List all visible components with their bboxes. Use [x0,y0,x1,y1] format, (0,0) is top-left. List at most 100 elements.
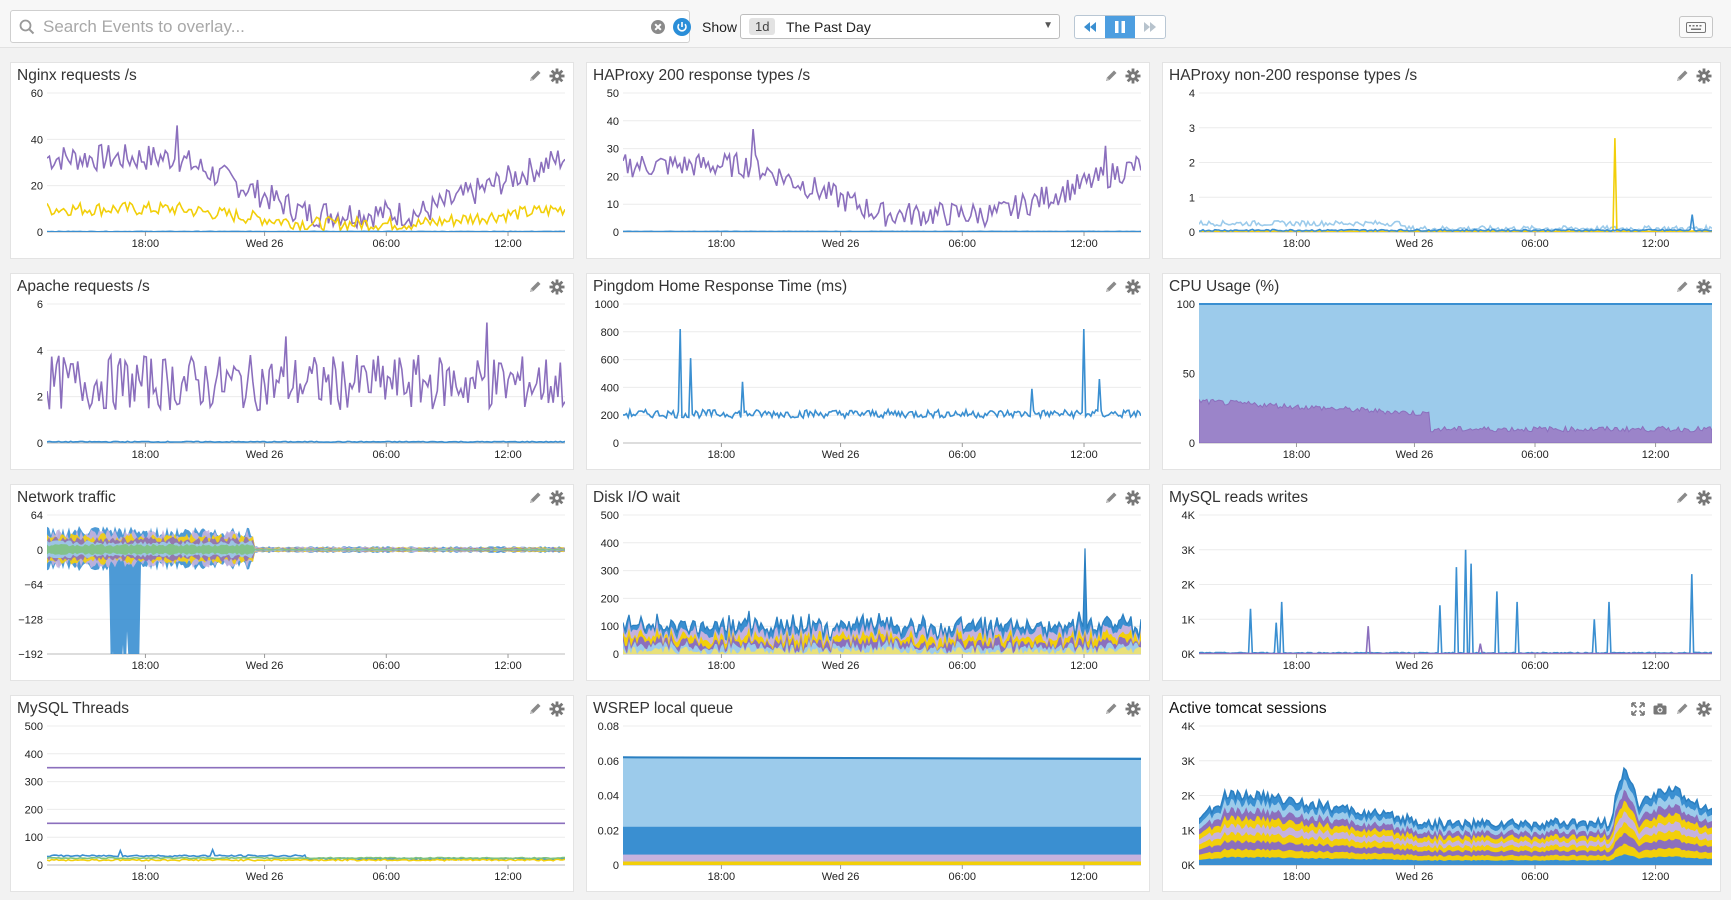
series-line [1199,214,1712,232]
widget-10: 500 400 300 200 100 0 18:00 Wed 26 06:00 12:00 MyS… [10,695,574,892]
gear-icon[interactable] [1125,490,1141,506]
rewind-button[interactable] [1075,16,1105,38]
x-tick-label: 06:00 [949,871,977,883]
widget-controls [1674,489,1712,507]
pencil-icon[interactable] [1674,68,1690,84]
y-tick-label: 0 [613,438,619,450]
widget-controls [1103,700,1141,718]
x-tick-label: 12:00 [1070,871,1098,883]
x-tick-label: 18:00 [708,871,736,883]
gear-icon[interactable] [549,279,565,295]
dashboard-toolbar: Show 1d The Past Day ▼ [0,0,1731,48]
pencil-icon[interactable] [527,701,543,717]
widget-title: Apache requests /s [17,278,150,295]
widget-controls [1103,278,1141,296]
widget-5: 1000 800 600 400 200 0 18:00 Wed 26 06:00 12:00 Pi… [586,273,1150,470]
y-tick-label: 0 [613,649,619,661]
widget-title: Network traffic [17,489,116,506]
pencil-icon[interactable] [1103,490,1119,506]
x-tick-label: 06:00 [373,871,401,883]
pencil-icon[interactable] [1674,701,1690,717]
gear-icon[interactable] [1696,490,1712,506]
y-tick-label: 300 [601,566,619,578]
expand-icon[interactable] [1630,701,1646,717]
series-area [47,543,565,556]
search-events-input[interactable] [43,14,633,39]
y-tick-label: 200 [25,804,43,816]
pencil-icon[interactable] [527,490,543,506]
widget-1: 60 40 20 0 18:00 Wed 26 06:00 12:00 Nginx reques… [10,62,574,259]
y-tick-label: 200 [601,410,619,422]
x-tick-label: 18:00 [1283,660,1311,672]
series-line [47,200,565,232]
gear-icon[interactable] [1125,68,1141,84]
series-line [47,858,565,862]
pencil-icon[interactable] [1103,701,1119,717]
pencil-icon[interactable] [1103,68,1119,84]
x-tick-label: 18:00 [132,660,160,672]
chart-area: 50 40 30 20 10 0 18:00 Wed 26 06:00 12:00 [607,88,1141,250]
y-tick-label: 64 [31,510,43,522]
camera-icon[interactable] [1652,701,1668,717]
gear-icon[interactable] [1696,68,1712,84]
gear-icon[interactable] [1696,701,1712,717]
pencil-icon[interactable] [1674,279,1690,295]
x-tick-label: 18:00 [132,449,160,461]
search-icon [19,19,35,35]
x-tick-label: 06:00 [1521,238,1549,250]
power-icon[interactable] [673,18,691,36]
x-tick-label: 12:00 [1070,238,1098,250]
y-tick-label: 4 [37,345,43,357]
widget-4: 6 4 2 0 18:00 Wed 26 06:00 12:00 Apache requests… [10,273,574,470]
x-tick-label: Wed 26 [1396,238,1434,250]
pencil-icon[interactable] [1103,279,1119,295]
y-tick-label: 3 [1189,123,1195,135]
pencil-icon[interactable] [1674,490,1690,506]
gear-icon[interactable] [1125,279,1141,295]
x-tick-label: Wed 26 [246,871,284,883]
gear-icon[interactable] [549,490,565,506]
y-tick-label: 0 [37,860,43,872]
y-tick-label: 0 [37,545,43,557]
gear-icon[interactable] [1125,701,1141,717]
widget-title: WSREP local queue [593,700,734,717]
x-tick-label: 18:00 [1283,871,1311,883]
timeframe-select[interactable]: 1d The Past Day ▼ [740,14,1060,39]
keyboard-shortcuts-button[interactable] [1679,16,1713,38]
y-tick-label: 4 [1189,88,1195,100]
y-tick-label: 0 [613,860,619,872]
y-tick-label: 0.08 [598,721,619,733]
x-tick-label: 12:00 [1642,871,1670,883]
widget-title: MySQL reads writes [1169,489,1308,506]
y-tick-label: 2K [1182,580,1196,592]
widget-3: 4 3 2 1 0 18:00 Wed 26 06:00 12:00 HAProxy non-20… [1162,62,1721,259]
y-tick-label: 100 [601,621,619,633]
y-tick-label: 400 [601,382,619,394]
x-tick-label: Wed 26 [1396,660,1434,672]
chart-area: 100 50 0 18:00 Wed 26 06:00 12:00 [1177,299,1712,461]
x-tick-label: Wed 26 [1396,449,1434,461]
y-tick-label: 0 [37,438,43,450]
series-line [1199,626,1712,654]
y-tick-label: 2K [1182,791,1196,803]
x-tick-label: 06:00 [949,449,977,461]
y-tick-label: 200 [601,593,619,605]
fast-forward-button[interactable] [1135,16,1165,38]
chart-area: 64 0 −64 −128 −192 18:00 Wed 26 06:00 12:00 [18,510,565,672]
x-tick-label: Wed 26 [822,449,860,461]
chart-area: 4K 3K 2K 1K 0K 18:00 Wed 26 06:00 12:00 [1182,721,1712,883]
chart-area: 500 400 300 200 100 0 18:00 Wed 26 06:00 12:00 [601,510,1141,672]
series-line [47,856,565,860]
show-label: Show [702,19,738,35]
gear-icon[interactable] [549,68,565,84]
gear-icon[interactable] [1696,279,1712,295]
clear-search-icon[interactable] [651,20,665,34]
x-tick-label: 18:00 [132,238,160,250]
widget-12: 4K 3K 2K 1K 0K 18:00 Wed 26 06:00 12:00 Active to… [1162,695,1721,892]
gear-icon[interactable] [549,701,565,717]
pencil-icon[interactable] [527,68,543,84]
y-tick-label: 0.06 [598,756,619,768]
y-tick-label: 400 [25,749,43,761]
pause-button[interactable] [1105,16,1135,38]
pencil-icon[interactable] [527,279,543,295]
